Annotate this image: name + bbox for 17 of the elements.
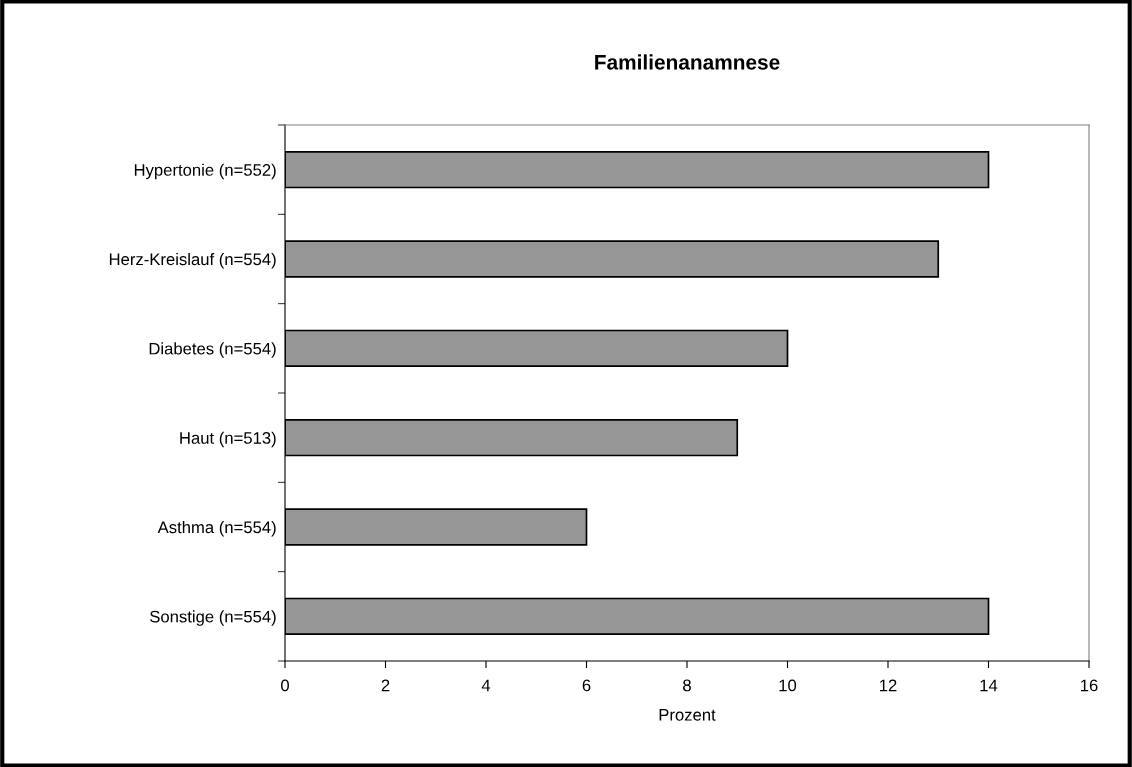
- y-tick-label: Sonstige (n=554): [150, 610, 276, 626]
- y-tick-label: Diabetes (n=554): [149, 342, 276, 358]
- x-tick-label: 0: [281, 679, 289, 692]
- x-tick-label: 14: [980, 679, 998, 692]
- x-tick-label: 2: [381, 679, 390, 692]
- x-tick-label: 4: [481, 679, 491, 692]
- y-tick-label: Haut (n=513): [180, 431, 276, 448]
- y-tick-label: Hypertonie (n=552): [134, 163, 276, 180]
- x-tick-label: 10: [779, 679, 797, 692]
- y-tick-label: Asthma (n=554): [157, 520, 276, 537]
- x-tick-label: 16: [1081, 679, 1098, 692]
- y-tick-label: Herz-Kreislauf (n=554): [109, 252, 276, 269]
- x-axis-title: Prozent: [659, 709, 716, 721]
- x-tick-label: 6: [582, 679, 591, 692]
- x-tick-label: 12: [880, 679, 897, 692]
- x-tick-label: 8: [683, 679, 691, 692]
- chart-title: Familienanamnese: [595, 54, 780, 70]
